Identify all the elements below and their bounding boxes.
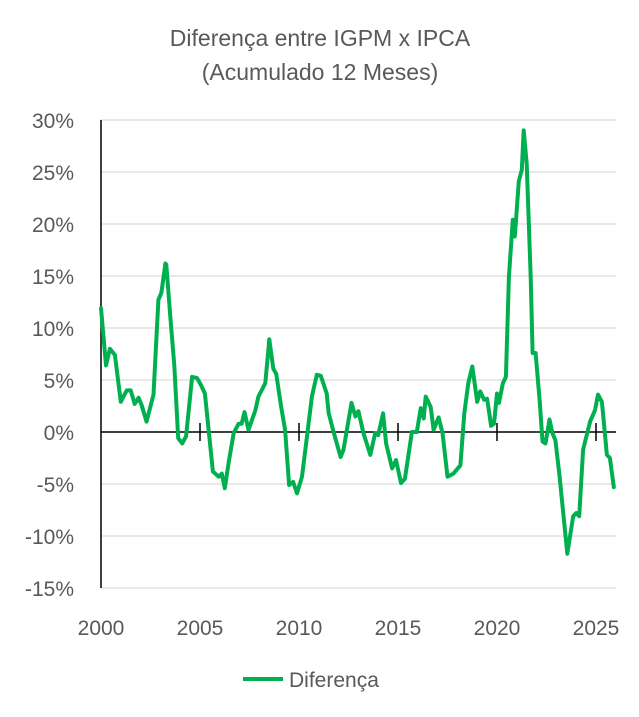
y-tick-label: 15% (32, 266, 74, 289)
y-tick-label: -10% (25, 526, 74, 549)
y-tick-label: -5% (37, 474, 74, 497)
x-axis (100, 120, 616, 588)
x-axis-labels: 2000 2005 2010 2015 2020 2025 (78, 617, 620, 640)
chart-title: Diferença entre IGPM x IPCA (170, 25, 471, 51)
y-tick-label: 25% (32, 162, 74, 185)
y-tick-label: -15% (25, 578, 74, 601)
y-tick-label: 20% (32, 214, 74, 237)
x-tick-label: 2020 (474, 617, 521, 640)
gridlines (101, 119, 616, 589)
y-tick-label: 10% (32, 318, 74, 341)
legend-label-diferenca: Diferença (289, 669, 379, 692)
series-line-diferenca (99, 128, 616, 556)
x-tick-label: 2010 (276, 617, 323, 640)
legend: Diferença (243, 669, 379, 692)
chart-subtitle: (Acumulado 12 Meses) (202, 59, 439, 85)
y-axis-labels: 30% 25% 20% 15% 10% 5% 0% -5% -10% -15% (25, 110, 74, 601)
y-tick-label: 0% (44, 422, 74, 445)
x-tick-label: 2025 (573, 617, 620, 640)
x-tick-label: 2015 (375, 617, 422, 640)
y-tick-label: 30% (32, 110, 74, 133)
y-tick-label: 5% (44, 370, 74, 393)
x-tick-label: 2000 (78, 617, 125, 640)
x-tick-label: 2005 (177, 617, 224, 640)
series-group (99, 128, 616, 556)
